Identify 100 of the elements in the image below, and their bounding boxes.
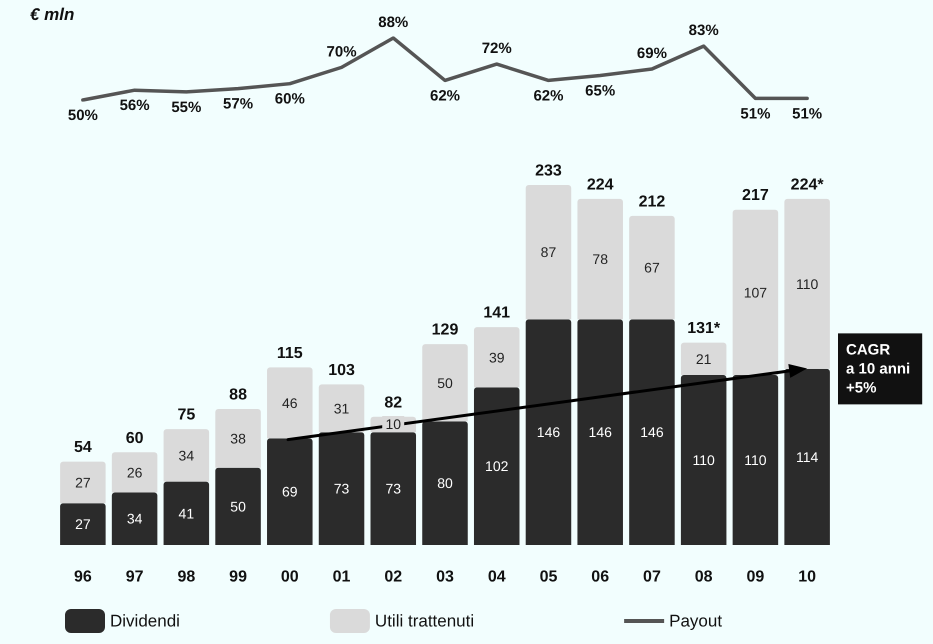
data-label: 70% — [326, 43, 357, 60]
bar — [474, 387, 520, 545]
data-label: 46 — [282, 394, 298, 411]
data-label: 110 — [692, 452, 716, 468]
total-label: 141 — [483, 304, 510, 322]
data-label: 110 — [744, 452, 767, 468]
data-label: 146 — [588, 424, 612, 440]
data-label: 50% — [68, 107, 98, 124]
bar — [680, 375, 726, 545]
bar — [112, 492, 158, 545]
data-label: 50 — [437, 374, 453, 391]
data-label: 83% — [688, 22, 719, 40]
data-label: 67 — [644, 260, 660, 276]
data-label: 72% — [482, 40, 512, 58]
total-label: 212 — [638, 193, 666, 210]
data-label: 62% — [533, 87, 564, 104]
data-label: 51% — [740, 105, 770, 122]
data-label: 69 — [282, 484, 298, 500]
annotation: CAGR a 10 anni +5% — [846, 341, 910, 396]
data-label: 41 — [178, 505, 194, 522]
bar — [526, 319, 572, 545]
data-label: 87 — [540, 244, 556, 260]
total-label: 75 — [177, 406, 196, 424]
data-label: 51% — [792, 105, 822, 122]
bar — [215, 409, 261, 468]
total-label: 129 — [432, 322, 458, 339]
bar — [164, 429, 210, 482]
x-tick-label: 98 — [177, 568, 196, 586]
bar — [267, 367, 313, 438]
data-label: 38 — [230, 430, 246, 446]
bar — [422, 421, 468, 545]
bar — [164, 482, 210, 545]
total-label: 82 — [384, 394, 402, 412]
total-label: 224 — [586, 176, 614, 194]
x-tick-label: 10 — [798, 568, 816, 586]
data-label: 27 — [75, 474, 91, 490]
total-label: 131* — [687, 320, 721, 338]
total-label: 217 — [742, 187, 769, 204]
bar — [629, 216, 675, 320]
data-label: 62% — [430, 87, 460, 104]
data-label: 73 — [334, 480, 350, 497]
data-label: 55% — [171, 98, 202, 116]
data-label: 146 — [640, 424, 664, 440]
x-tick-label: 06 — [591, 568, 610, 586]
legend-label: Utili trattenuti — [374, 612, 474, 630]
x-tick-label: 97 — [126, 568, 144, 586]
x-tick-label: 00 — [280, 568, 299, 586]
bar — [318, 432, 364, 545]
total-label: 88 — [229, 386, 248, 404]
x-tick-label: 05 — [540, 568, 558, 586]
data-label: 88% — [378, 14, 408, 31]
data-label: 146 — [536, 424, 560, 440]
bar — [215, 468, 261, 545]
data-label: 73 — [385, 480, 402, 497]
data-label: 60% — [274, 90, 305, 108]
x-tick-label: 04 — [488, 568, 506, 586]
bar — [577, 198, 623, 320]
bar — [732, 375, 778, 545]
total-label: 103 — [328, 362, 355, 379]
data-label: 69% — [636, 45, 667, 62]
data-label: 31 — [334, 400, 350, 416]
bar — [577, 319, 623, 545]
data-label: 78 — [592, 251, 608, 268]
data-label: 107 — [744, 284, 768, 300]
total-label: 224* — [790, 176, 824, 194]
bar — [629, 319, 675, 545]
data-label: 39 — [488, 349, 505, 366]
x-tick-label: 96 — [74, 568, 92, 586]
bar — [732, 210, 778, 376]
bar — [784, 198, 830, 369]
data-label: 50 — [230, 498, 246, 514]
bar — [526, 185, 572, 320]
x-tick-label: 09 — [746, 568, 764, 586]
x-tick-label: 08 — [694, 568, 713, 586]
data-label: 65% — [585, 82, 616, 100]
bar — [422, 344, 468, 422]
bar — [60, 503, 106, 545]
x-tick-label: 99 — [229, 568, 248, 586]
bar — [370, 432, 416, 545]
data-label: 34 — [126, 510, 143, 527]
bar — [60, 462, 106, 504]
bar — [474, 327, 520, 388]
data-label: 110 — [796, 276, 818, 292]
text: € mln — [30, 5, 74, 24]
data-label: 56% — [120, 97, 150, 114]
text: Payout — [669, 612, 722, 630]
data-label: 26 — [126, 464, 143, 480]
bar — [267, 438, 313, 545]
x-tick-label: 07 — [643, 568, 661, 586]
total-label: 233 — [535, 162, 562, 180]
data-label: 10 — [382, 416, 404, 432]
data-label: 27 — [75, 516, 91, 532]
total-label: 54 — [74, 439, 92, 456]
bar — [112, 452, 158, 492]
data-label: 34 — [178, 447, 194, 464]
legend-label: Dividendi — [110, 612, 180, 630]
data-label: 102 — [485, 458, 509, 474]
data-label: 80 — [437, 475, 453, 492]
bar — [784, 368, 830, 545]
x-tick-label: 01 — [332, 568, 351, 586]
